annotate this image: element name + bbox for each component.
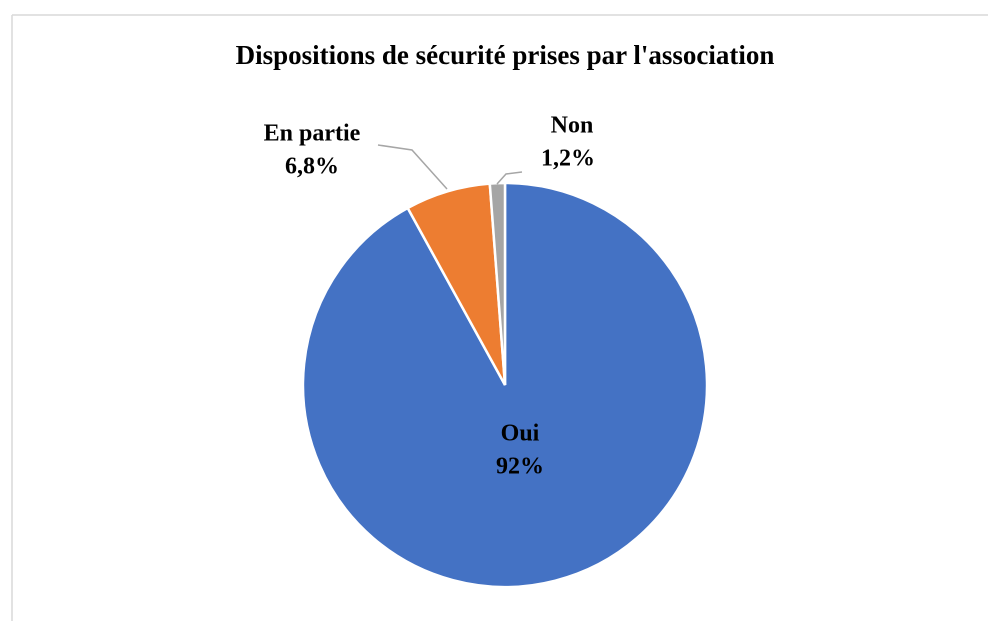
slice-label: En partie (264, 121, 361, 147)
chart-title: Dispositions de sécurité prises par l'as… (236, 40, 775, 70)
slice-label: Oui (501, 421, 540, 447)
leader-line (496, 171, 523, 185)
slice-value-label: 1,2% (541, 146, 595, 172)
leader-line (377, 144, 448, 190)
slice-label: Non (551, 113, 594, 139)
slice-value-label: 6,8% (285, 154, 339, 180)
slice-value-label: 92% (496, 454, 544, 480)
